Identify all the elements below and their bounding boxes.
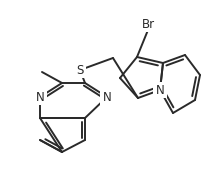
Text: N: N xyxy=(36,91,44,103)
Text: Br: Br xyxy=(141,18,155,30)
Text: N: N xyxy=(103,91,111,103)
Text: N: N xyxy=(156,84,164,96)
Text: N: N xyxy=(35,91,45,103)
Text: S: S xyxy=(76,64,84,76)
Text: N: N xyxy=(155,84,165,96)
Text: Br: Br xyxy=(141,18,156,30)
Text: Br: Br xyxy=(141,18,155,30)
Text: S: S xyxy=(76,64,84,76)
Text: N: N xyxy=(102,91,112,103)
